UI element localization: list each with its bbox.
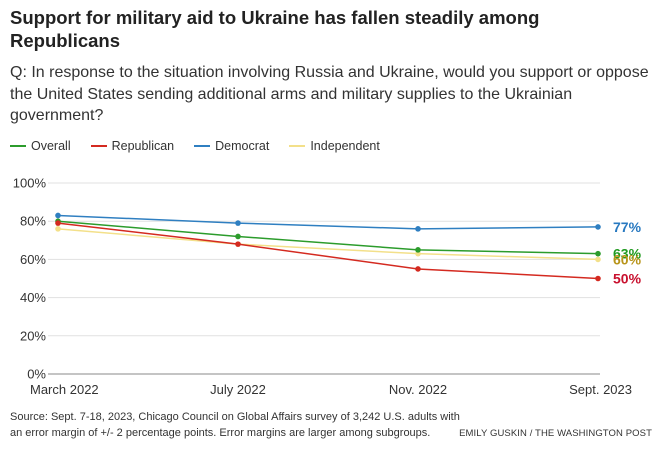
x-tick-label: July 2022 <box>210 382 266 397</box>
y-tick-label: 80% <box>20 214 46 229</box>
legend-swatch-independent <box>289 145 306 147</box>
source-note: Source: Sept. 7-18, 2023, Chicago Counci… <box>10 411 460 439</box>
x-tick-label: March 2022 <box>30 382 99 397</box>
data-point-independent <box>55 226 61 232</box>
legend-label-independent: Independent <box>310 139 380 153</box>
series-line-overall <box>57 220 599 255</box>
x-tick-label: Nov. 2022 <box>389 382 447 397</box>
legend-swatch-republican <box>90 145 107 147</box>
data-point-democrat <box>235 220 241 226</box>
legend-item-republican: Republican <box>90 139 175 153</box>
series-line-republican <box>57 222 599 280</box>
credit-line: EMILY GUSKIN / THE WASHINGTON POST <box>459 428 652 439</box>
data-point-democrat <box>595 224 601 230</box>
end-label-republican: 50% <box>613 271 642 287</box>
y-tick-label: 0% <box>27 367 46 382</box>
data-point-republican <box>415 266 421 272</box>
survey-question: Q: In response to the situation involvin… <box>10 64 649 124</box>
data-point-republican <box>55 220 61 226</box>
data-point-republican <box>235 241 241 247</box>
data-point-overall <box>595 250 601 257</box>
end-label-overall: 63% <box>613 246 642 262</box>
series-line-independent <box>57 228 599 261</box>
legend-item-independent: Independent <box>289 139 380 153</box>
x-tick-label: Sept. 2023 <box>569 382 632 397</box>
data-point-independent <box>595 256 601 263</box>
legend-item-overall: Overall <box>10 139 71 153</box>
legend-label-overall: Overall <box>31 139 71 153</box>
y-tick-label: 60% <box>20 252 46 267</box>
y-tick-label: 20% <box>20 328 46 343</box>
legend: Overall Republican Democrat Independent <box>10 138 400 154</box>
data-point-overall <box>235 233 241 240</box>
data-point-republican <box>595 275 601 282</box>
legend-swatch-democrat <box>194 145 211 147</box>
data-point-democrat <box>55 212 61 219</box>
end-label-independent: 60% <box>613 251 642 267</box>
legend-label-democrat: Democrat <box>215 139 270 153</box>
chart-title: Support for military aid to Ukraine has … <box>10 7 540 51</box>
data-point-overall <box>415 247 421 253</box>
y-tick-label: 100% <box>13 176 47 191</box>
line-chart: 0% 20% 40% 60% 80% 100% March 2022 July 2022 Nov… <box>13 176 642 398</box>
data-point-democrat <box>415 226 421 232</box>
legend-label-republican: Republican <box>111 139 175 153</box>
legend-item-democrat: Democrat <box>194 139 269 153</box>
end-label-democrat: 77% <box>613 219 642 235</box>
legend-swatch-overall <box>10 145 26 147</box>
y-tick-label: 40% <box>20 290 46 305</box>
series-line-democrat <box>57 214 599 230</box>
